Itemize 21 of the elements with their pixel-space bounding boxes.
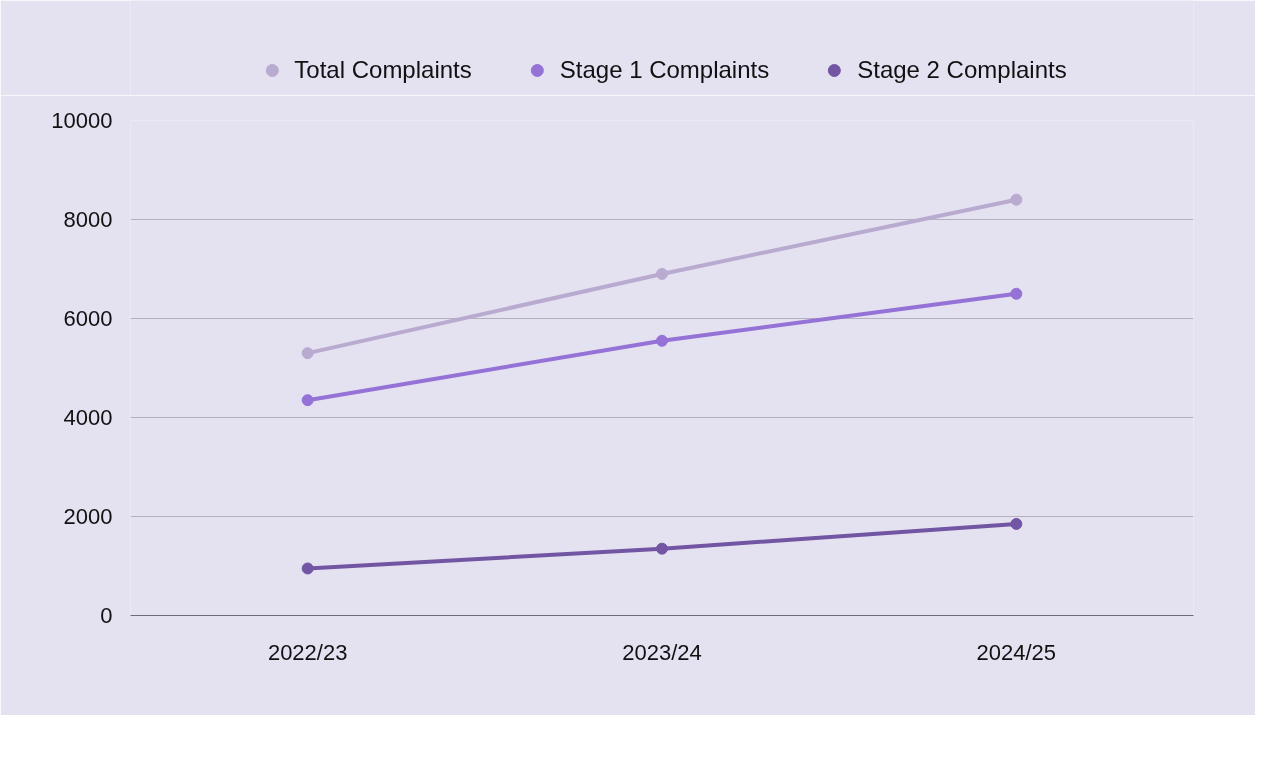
point bbox=[301, 394, 314, 407]
legend-label: Stage 2 Complaints bbox=[857, 56, 1067, 84]
legend-label: Stage 1 Complaints bbox=[559, 56, 770, 84]
x-tick-label: 2022/23 bbox=[267, 639, 348, 665]
y-tick-label: 2000 bbox=[63, 504, 113, 529]
point bbox=[656, 267, 668, 280]
y-tick-label: 6000 bbox=[63, 306, 113, 331]
point bbox=[1010, 287, 1023, 300]
x-tick-label: 2023/24 bbox=[622, 639, 702, 665]
point bbox=[301, 562, 314, 575]
point bbox=[301, 347, 314, 360]
y-tick-label: 10000 bbox=[51, 108, 113, 133]
x-tick-label: 2024/25 bbox=[976, 639, 1057, 665]
point bbox=[656, 542, 668, 555]
point bbox=[1010, 193, 1023, 206]
y-tick-label: 8000 bbox=[63, 207, 113, 232]
y-tick-label: 0 bbox=[100, 603, 113, 628]
legend-label: Total Complaints bbox=[294, 56, 472, 84]
point bbox=[656, 334, 668, 347]
point bbox=[1010, 517, 1023, 530]
y-tick-label: 4000 bbox=[63, 405, 113, 430]
